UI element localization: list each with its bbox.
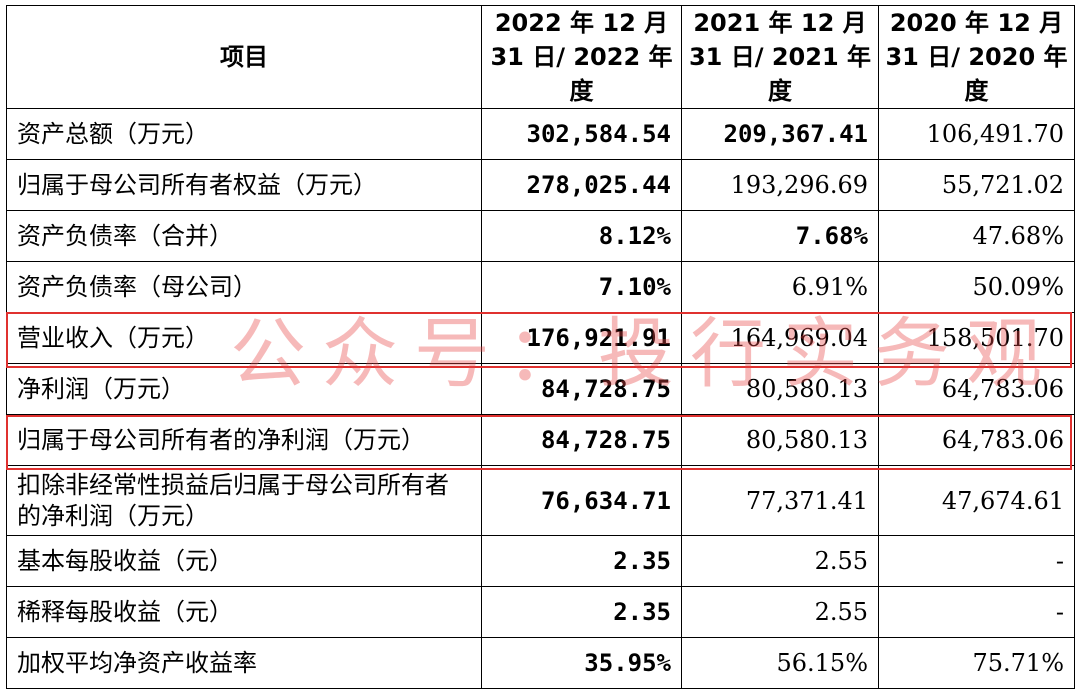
cell-2020: 47.68% bbox=[878, 210, 1075, 262]
cell-2022: 35.95% bbox=[481, 637, 682, 689]
cell-2021: 164,969.04 bbox=[681, 312, 879, 364]
cell-2020: 55,721.02 bbox=[878, 159, 1075, 211]
table-row: 归属于母公司所有者的净利润（万元） 84,728.75 80,580.13 64… bbox=[6, 414, 1075, 466]
header-item: 项目 bbox=[6, 5, 482, 109]
cell-2021: 7.68% bbox=[681, 210, 879, 262]
row-label: 资产总额（万元） bbox=[6, 108, 482, 160]
row-label: 加权平均净资产收益率 bbox=[6, 637, 482, 689]
cell-2021: 80,580.13 bbox=[681, 363, 879, 415]
cell-2022: 176,921.91 bbox=[481, 312, 682, 364]
table-row: 扣除非经常性损益后归属于母公司所有者的净利润（万元） 76,634.71 77,… bbox=[6, 465, 1075, 536]
table-row: 资产总额（万元） 302,584.54 209,367.41 106,491.7… bbox=[6, 108, 1075, 160]
cell-2022: 8.12% bbox=[481, 210, 682, 262]
cell-2022: 76,634.71 bbox=[481, 465, 682, 536]
table-row: 营业收入（万元） 176,921.91 164,969.04 158,501.7… bbox=[6, 312, 1075, 364]
cell-2021: 193,296.69 bbox=[681, 159, 879, 211]
cell-2021: 6.91% bbox=[681, 261, 879, 313]
cell-2022: 302,584.54 bbox=[481, 108, 682, 160]
header-2021: 2021 年 12 月 31 日/ 2021 年度 bbox=[681, 5, 879, 109]
cell-2022: 278,025.44 bbox=[481, 159, 682, 211]
financial-table-container: 项目 2022 年 12 月 31 日/ 2022 年度 2021 年 12 月… bbox=[6, 5, 1076, 692]
cell-2020: 64,783.06 bbox=[878, 363, 1075, 415]
row-label: 扣除非经常性损益后归属于母公司所有者的净利润（万元） bbox=[6, 465, 482, 536]
table-row: 资产负债率（合并） 8.12% 7.68% 47.68% bbox=[6, 210, 1075, 262]
row-label: 基本每股收益（元） bbox=[6, 535, 482, 587]
cell-2020: 64,783.06 bbox=[878, 414, 1075, 466]
cell-2020: 158,501.70 bbox=[878, 312, 1075, 364]
cell-2021: 2.55 bbox=[681, 586, 879, 638]
cell-2022: 84,728.75 bbox=[481, 414, 682, 466]
cell-2020: 50.09% bbox=[878, 261, 1075, 313]
cell-2022: 84,728.75 bbox=[481, 363, 682, 415]
table-row: 净利润（万元） 84,728.75 80,580.13 64,783.06 bbox=[6, 363, 1075, 415]
cell-2021: 77,371.41 bbox=[681, 465, 879, 536]
cell-2022: 2.35 bbox=[481, 535, 682, 587]
cell-2022: 2.35 bbox=[481, 586, 682, 638]
cell-2020: - bbox=[878, 535, 1075, 587]
row-label: 营业收入（万元） bbox=[6, 312, 482, 364]
cell-2020: 75.71% bbox=[878, 637, 1075, 689]
table-row: 稀释每股收益（元） 2.35 2.55 - bbox=[6, 586, 1075, 638]
row-label: 资产负债率（母公司） bbox=[6, 261, 482, 313]
cell-2021: 80,580.13 bbox=[681, 414, 879, 466]
table-row: 加权平均净资产收益率 35.95% 56.15% 75.71% bbox=[6, 637, 1075, 689]
header-2022: 2022 年 12 月 31 日/ 2022 年度 bbox=[481, 5, 682, 109]
table-row: 基本每股收益（元） 2.35 2.55 - bbox=[6, 535, 1075, 587]
cell-2021: 209,367.41 bbox=[681, 108, 879, 160]
cell-2022: 7.10% bbox=[481, 261, 682, 313]
table-row: 资产负债率（母公司） 7.10% 6.91% 50.09% bbox=[6, 261, 1075, 313]
cell-2021: 56.15% bbox=[681, 637, 879, 689]
table-row: 归属于母公司所有者权益（万元） 278,025.44 193,296.69 55… bbox=[6, 159, 1075, 211]
table-header-row: 项目 2022 年 12 月 31 日/ 2022 年度 2021 年 12 月… bbox=[6, 5, 1075, 109]
cell-2021: 2.55 bbox=[681, 535, 879, 587]
row-label: 资产负债率（合并） bbox=[6, 210, 482, 262]
row-label: 稀释每股收益（元） bbox=[6, 586, 482, 638]
header-2020: 2020 年 12 月 31 日/ 2020 年度 bbox=[878, 5, 1075, 109]
row-label: 归属于母公司所有者权益（万元） bbox=[6, 159, 482, 211]
row-label: 净利润（万元） bbox=[6, 363, 482, 415]
cell-2020: 106,491.70 bbox=[878, 108, 1075, 160]
cell-2020: 47,674.61 bbox=[878, 465, 1075, 536]
financial-summary-table: 项目 2022 年 12 月 31 日/ 2022 年度 2021 年 12 月… bbox=[6, 5, 1075, 689]
cell-2020: - bbox=[878, 586, 1075, 638]
row-label: 归属于母公司所有者的净利润（万元） bbox=[6, 414, 482, 466]
